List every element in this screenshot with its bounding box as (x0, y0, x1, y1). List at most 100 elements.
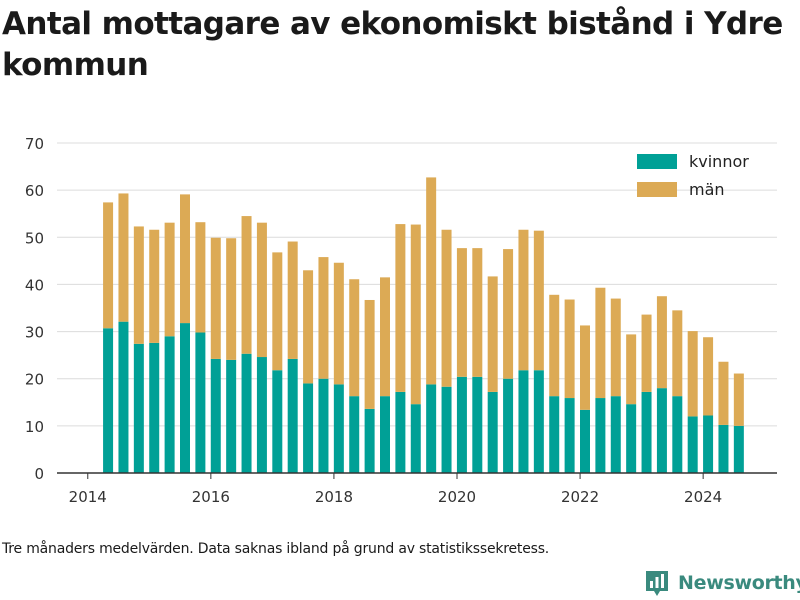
y-tick-label: 20 (25, 371, 44, 389)
bar-kvinnor (349, 396, 360, 473)
bar-man (318, 257, 329, 379)
bar-kvinnor (518, 370, 529, 473)
bar-kvinnor (410, 404, 421, 473)
bar-man (687, 331, 698, 417)
bar-kvinnor (149, 342, 160, 473)
brand-name: Newsworthy (678, 572, 800, 594)
bar-kvinnor (333, 384, 344, 473)
bar-kvinnor (287, 358, 298, 473)
bar-man (641, 314, 652, 392)
bar-kvinnor (533, 370, 544, 473)
legend-label-kvinnor: kvinnor (689, 152, 749, 171)
bar-man (256, 222, 267, 358)
bar-man (241, 216, 252, 354)
bar-man (272, 252, 283, 371)
bar-kvinnor (180, 323, 190, 473)
chart-title: Antal mottagare av ekonomiskt bistånd i … (2, 6, 783, 83)
bar-kvinnor (626, 404, 637, 473)
bar-kvinnor (118, 321, 129, 473)
bar-kvinnor (426, 384, 437, 473)
bar-man (426, 177, 437, 385)
bar-man (472, 248, 483, 377)
bar-man (595, 287, 606, 399)
y-tick-label: 10 (25, 418, 44, 436)
bar-man (333, 262, 344, 385)
bar-kvinnor (656, 388, 667, 473)
bar-man (195, 222, 206, 333)
x-tick-label: 2020 (438, 488, 476, 506)
bar-kvinnor (318, 378, 329, 473)
bar-kvinnor (687, 416, 698, 473)
bar-kvinnor (164, 336, 175, 473)
y-tick-label: 0 (34, 465, 44, 483)
legend-swatch-man (637, 182, 677, 197)
x-tick-label: 2022 (561, 488, 599, 506)
x-tick-label: 2016 (192, 488, 230, 506)
bar-kvinnor (364, 408, 375, 473)
x-tick-label: 2018 (315, 488, 353, 506)
legend-label-man: män (689, 180, 725, 199)
bar-kvinnor (703, 415, 714, 473)
bar-man (164, 222, 175, 337)
bar-man (118, 193, 129, 322)
bar-man (103, 202, 114, 329)
bar-man (656, 296, 667, 389)
bar-man (395, 224, 406, 392)
bar-kvinnor (595, 398, 606, 473)
bar-man (718, 361, 729, 425)
bar-man (518, 229, 529, 371)
legend: kvinnor män (637, 152, 749, 199)
bar-kvinnor (441, 386, 452, 473)
bar-man (549, 294, 560, 397)
bar-man (441, 229, 452, 387)
x-tick-label: 2024 (684, 488, 722, 506)
bar-man (487, 276, 498, 392)
bar-chart-logo-icon (646, 571, 668, 596)
bar-man (456, 248, 467, 377)
bar-kvinnor (303, 383, 314, 473)
bar-kvinnor (133, 343, 144, 473)
bar-kvinnor (472, 376, 483, 473)
bar-man (672, 310, 683, 397)
bar-kvinnor (564, 398, 575, 473)
bar-kvinnor (672, 396, 683, 473)
bar-man (180, 194, 190, 324)
bar-man (564, 299, 575, 399)
x-tick-label: 2014 (69, 488, 107, 506)
bar-kvinnor (610, 396, 621, 473)
bar-kvinnor (718, 424, 729, 473)
y-tick-label: 40 (25, 276, 44, 294)
bar-man (226, 238, 237, 360)
bar-man (410, 224, 421, 405)
bar-kvinnor (241, 353, 252, 473)
bar-kvinnor (580, 409, 590, 473)
bar-man (580, 325, 590, 410)
bar-kvinnor (641, 391, 652, 473)
bar-man (364, 299, 375, 409)
bar-man (303, 270, 314, 384)
y-tick-label: 30 (25, 324, 44, 342)
bar-man (626, 334, 637, 405)
bar-kvinnor (256, 357, 267, 473)
bar-kvinnor (395, 391, 406, 473)
bar-man (349, 279, 360, 397)
bar-kvinnor (272, 370, 283, 473)
bar-man (503, 249, 514, 379)
y-tick-label: 70 (25, 135, 44, 153)
bar-kvinnor (487, 391, 498, 473)
bar-kvinnor (103, 328, 114, 473)
footnote: Tre månaders medelvärden. Data saknas ib… (2, 541, 550, 557)
bar-man (533, 230, 544, 371)
bar-man (733, 373, 744, 426)
bar-series (103, 177, 744, 473)
bar-kvinnor (733, 425, 744, 473)
bar-man (133, 226, 144, 344)
bar-kvinnor (210, 358, 221, 473)
bar-kvinnor (503, 378, 514, 473)
bar-kvinnor (226, 359, 237, 473)
bar-man (380, 277, 390, 397)
brand-logo: Newsworthy (644, 569, 800, 597)
bar-kvinnor (380, 396, 390, 473)
bar-kvinnor (549, 396, 560, 473)
